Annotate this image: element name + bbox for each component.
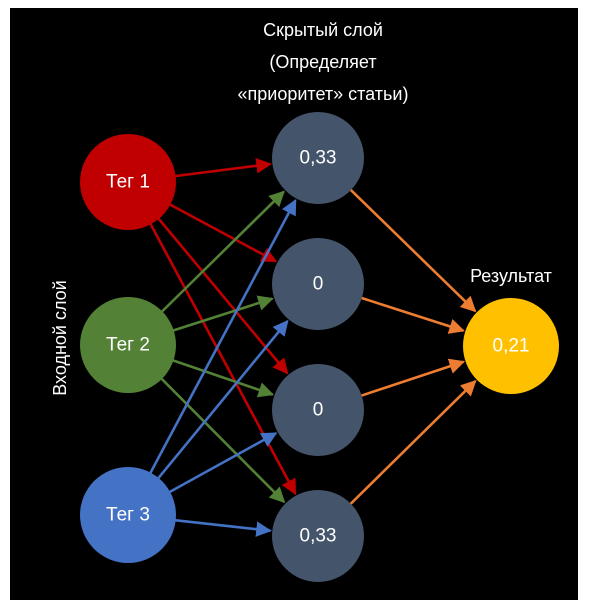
hidden-node-3: 0 [272,364,364,456]
edge-tag-3-to-hidden-2 [156,319,289,480]
hidden-layer-title-line-1: Скрытый слой [263,20,383,40]
input-node-tag-1: Тег 1 [80,134,176,230]
hidden-node-4: 0,33 [272,490,364,582]
edge-tag-2-to-hidden-4 [160,377,286,504]
hidden-node-2-value: 0 [313,274,324,295]
result-label: Результат [470,266,552,286]
edges-from-tag-3 [148,198,297,537]
edges-from-tag-2 [160,190,286,504]
edge-tag-3-to-hidden-3 [168,432,278,494]
edge-tag-1-to-hidden-1 [174,158,272,178]
hidden-node-3-value: 0 [313,400,324,421]
result-node-value: 0,21 [493,336,530,357]
input-layer-label: Входной слой [50,280,70,396]
hidden-node-4-value: 0,33 [300,526,337,547]
edge-tag-2-to-hidden-3 [172,358,275,398]
edge-tag-1-to-hidden-2 [168,203,278,263]
edge-hidden-3-to-result [360,358,466,398]
edge-hidden-1-to-result [349,188,477,313]
edge-tag-2-to-hidden-1 [160,190,285,313]
result-node: 0,21 [463,298,559,394]
edge-tag-3-to-hidden-4 [174,518,272,537]
edge-tag-3-to-hidden-1 [148,198,297,475]
hidden-layer-title-line-2: (Определяет [269,52,376,72]
hidden-layer-title-line-3: «приоритет» статьи) [238,84,409,104]
input-node-tag-3-label: Тег 3 [106,505,150,526]
edge-hidden-4-to-result [349,379,477,506]
edges-to-result [349,188,477,506]
input-node-tag-1-label: Тег 1 [106,172,150,193]
edge-hidden-2-to-result [360,296,465,334]
hidden-node-1: 0,33 [272,112,364,204]
edge-tag-2-to-hidden-2 [172,295,274,332]
input-node-tag-2-label: Тег 2 [106,335,150,356]
edge-tag-1-to-hidden-4 [149,222,297,496]
input-node-tag-2: Тег 2 [80,297,176,393]
input-node-tag-3: Тег 3 [80,467,176,563]
hidden-node-2: 0 [272,238,364,330]
hidden-node-1-value: 0,33 [300,148,337,169]
